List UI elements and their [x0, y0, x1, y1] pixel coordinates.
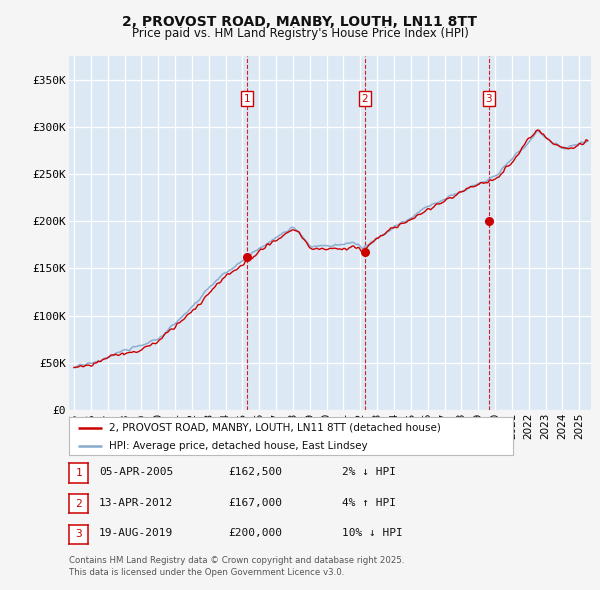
Text: £162,500: £162,500 — [228, 467, 282, 477]
Text: 1: 1 — [75, 468, 82, 478]
Text: 3: 3 — [75, 529, 82, 539]
Text: 3: 3 — [485, 94, 492, 103]
Text: HPI: Average price, detached house, East Lindsey: HPI: Average price, detached house, East… — [109, 441, 368, 451]
Text: 1: 1 — [244, 94, 250, 103]
Text: £167,000: £167,000 — [228, 498, 282, 507]
Text: 2% ↓ HPI: 2% ↓ HPI — [342, 467, 396, 477]
Text: 2: 2 — [362, 94, 368, 103]
Text: 10% ↓ HPI: 10% ↓ HPI — [342, 529, 403, 538]
Text: Price paid vs. HM Land Registry's House Price Index (HPI): Price paid vs. HM Land Registry's House … — [131, 27, 469, 40]
Text: Contains HM Land Registry data © Crown copyright and database right 2025.
This d: Contains HM Land Registry data © Crown c… — [69, 556, 404, 577]
Text: 2, PROVOST ROAD, MANBY, LOUTH, LN11 8TT: 2, PROVOST ROAD, MANBY, LOUTH, LN11 8TT — [122, 15, 478, 30]
Text: 2, PROVOST ROAD, MANBY, LOUTH, LN11 8TT (detached house): 2, PROVOST ROAD, MANBY, LOUTH, LN11 8TT … — [109, 423, 441, 433]
Text: 4% ↑ HPI: 4% ↑ HPI — [342, 498, 396, 507]
Text: £200,000: £200,000 — [228, 529, 282, 538]
Text: 13-APR-2012: 13-APR-2012 — [99, 498, 173, 507]
Text: 19-AUG-2019: 19-AUG-2019 — [99, 529, 173, 538]
Text: 2: 2 — [75, 499, 82, 509]
Text: 05-APR-2005: 05-APR-2005 — [99, 467, 173, 477]
